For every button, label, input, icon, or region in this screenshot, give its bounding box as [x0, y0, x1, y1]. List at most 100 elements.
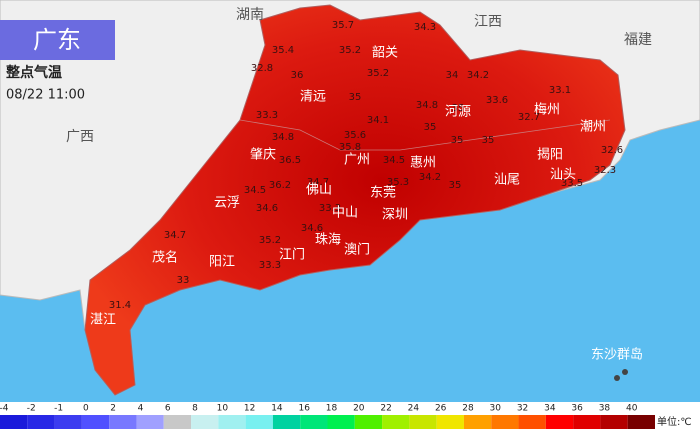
legend-tick: 32 — [517, 404, 528, 414]
station-value: 34.8 — [416, 100, 438, 111]
legend-swatch — [136, 415, 164, 429]
legend-tick: 16 — [298, 404, 310, 414]
station-value: 36.2 — [269, 180, 291, 191]
legend-swatch — [272, 415, 301, 429]
station-value: 31.4 — [109, 300, 131, 311]
station-value: 33.5 — [561, 178, 583, 189]
title: 广东 — [33, 26, 81, 54]
station-value: 33.6 — [486, 95, 508, 106]
city-label: 湛江 — [90, 313, 116, 328]
legend-tick: 30 — [490, 404, 502, 414]
station-value: 34.3 — [414, 22, 436, 33]
city-label: 深圳 — [382, 208, 408, 223]
station-value: 35.2 — [259, 235, 281, 246]
legend-tick: 8 — [192, 404, 198, 414]
legend-swatch — [491, 415, 519, 429]
station-value: 35 — [424, 122, 437, 133]
station-value: 34.2 — [467, 70, 489, 81]
city-label: 阳江 — [209, 255, 235, 270]
legend-swatch — [327, 415, 355, 429]
legend-swatch — [191, 415, 219, 429]
island — [622, 369, 628, 375]
city-label: 清远 — [300, 90, 326, 105]
legend-tick: 2 — [110, 404, 116, 414]
station-value: 35.7 — [332, 20, 354, 31]
station-value: 35 — [482, 135, 495, 146]
legend-tick: 34 — [544, 404, 556, 414]
legend-swatch — [0, 415, 28, 429]
station-value: 34.5 — [244, 185, 266, 196]
city-label: 珠海 — [315, 233, 341, 248]
station-value: 34.7 — [307, 177, 329, 188]
province-label: 湖南 — [236, 7, 264, 23]
station-value: 35.6 — [344, 130, 366, 141]
city-label: 揭阳 — [537, 148, 563, 163]
legend-swatch — [27, 415, 55, 429]
legend-tick: 28 — [462, 404, 474, 414]
legend-tick: -4 — [0, 404, 9, 414]
city-label: 云浮 — [214, 196, 240, 211]
station-value: 34.5 — [383, 155, 405, 166]
station-value: 34.1 — [367, 115, 389, 126]
legend-unit: 单位:℃ — [657, 415, 692, 428]
city-label: 东沙群岛 — [591, 347, 643, 363]
station-value: 32.3 — [594, 165, 616, 176]
station-value: 33 — [177, 275, 190, 286]
legend-tick: 40 — [626, 404, 638, 414]
station-value: 34.7 — [164, 230, 186, 241]
legend-swatch — [436, 415, 464, 429]
city-label: 中山 — [332, 206, 358, 221]
legend-swatch — [573, 415, 601, 429]
city-label: 惠州 — [410, 156, 436, 171]
legend-tick: 6 — [165, 404, 171, 414]
station-value: 35.2 — [339, 45, 361, 56]
station-value: 34.6 — [301, 223, 323, 234]
legend-swatch — [163, 415, 192, 429]
island — [614, 375, 620, 381]
city-label: 东莞 — [370, 186, 396, 201]
subtitle: 整点气温 — [5, 64, 62, 81]
legend-swatch — [109, 415, 137, 429]
city-label: 广州 — [344, 153, 370, 168]
legend-tick: 12 — [244, 404, 255, 414]
station-value: 36 — [291, 70, 304, 81]
legend-tick: 26 — [435, 404, 447, 414]
station-value: 34.8 — [272, 132, 294, 143]
legend-tick: 36 — [571, 404, 583, 414]
city-label: 肇庆 — [250, 148, 276, 163]
title-box — [0, 20, 115, 60]
station-value: 35.2 — [367, 68, 389, 79]
legend-tick: 20 — [353, 404, 365, 414]
station-value: 35 — [451, 135, 464, 146]
city-label: 河源 — [445, 105, 471, 120]
station-value: 32.6 — [601, 145, 623, 156]
legend-swatch — [627, 415, 655, 429]
legend-swatch — [600, 415, 628, 429]
station-value: 34 — [446, 70, 459, 81]
station-value: 33.3 — [256, 110, 278, 121]
legend-tick: 0 — [83, 404, 89, 414]
station-value: 33.3 — [259, 260, 281, 271]
time: 08/22 11:00 — [6, 88, 85, 103]
legend-tick: 38 — [599, 404, 611, 414]
legend-tick: 18 — [326, 404, 338, 414]
legend-tick: -2 — [27, 404, 36, 414]
legend-tick: 10 — [217, 404, 229, 414]
station-value: 35 — [452, 103, 465, 114]
station-value: 34.2 — [419, 172, 441, 183]
border — [239, 119, 611, 151]
station-value: 36.5 — [279, 155, 301, 166]
city-label: 澳门 — [344, 242, 370, 258]
province-label: 江西 — [474, 14, 502, 30]
city-label: 茂名 — [152, 250, 178, 266]
station-value: 35.4 — [272, 45, 294, 56]
legend-swatch — [81, 415, 110, 429]
legend-tick: -1 — [54, 404, 63, 414]
guangdong — [84, 4, 626, 396]
province-label: 福建 — [624, 32, 652, 48]
city-label: 江门 — [279, 248, 305, 263]
legend-swatch — [518, 415, 546, 429]
legend-swatch — [354, 415, 383, 429]
legend-swatch — [54, 415, 82, 429]
